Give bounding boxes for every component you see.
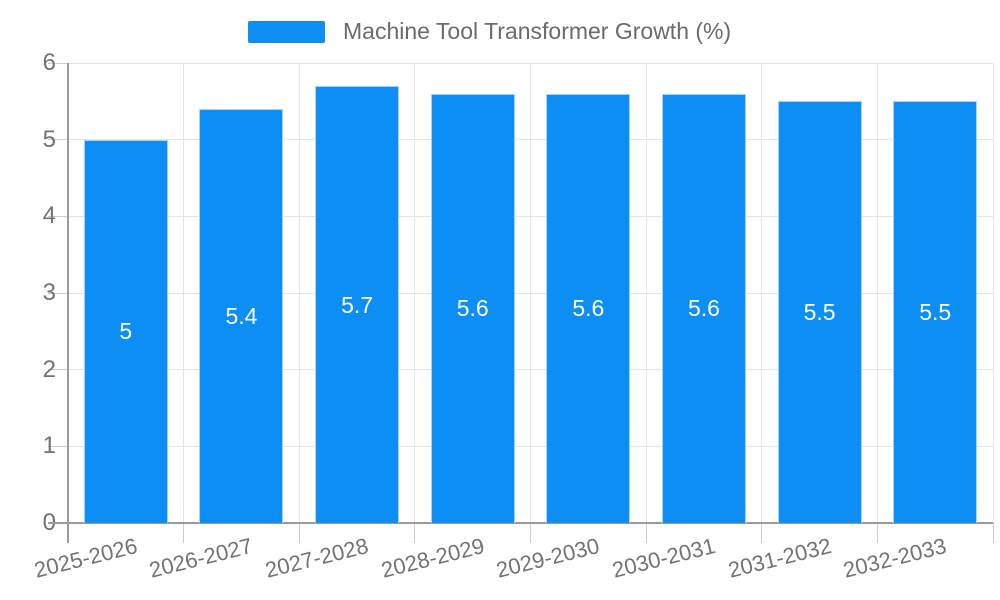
x-axis-line — [48, 522, 993, 524]
x-tickmark — [761, 523, 763, 543]
bar-value-label: 5.6 — [456, 295, 489, 322]
x-gridline — [992, 63, 994, 523]
legend-item[interactable]: Machine Tool Transformer Growth (%) — [248, 18, 731, 45]
legend-swatch-icon — [248, 20, 325, 43]
x-gridline — [414, 63, 416, 523]
y-axis-tick-label: 2 — [42, 355, 56, 383]
y-tickmark — [48, 62, 68, 64]
bar-value-label: 5.6 — [687, 295, 720, 322]
bar[interactable] — [661, 93, 746, 523]
y-tickmark — [48, 445, 68, 447]
bar-value-label: 5.4 — [225, 303, 258, 329]
x-gridline — [530, 63, 531, 523]
bar-value-label: 5.5 — [803, 299, 836, 326]
bar-value-label: 5.6 — [572, 295, 605, 322]
x-tickmark — [530, 523, 531, 543]
legend-label: Machine Tool Transformer Growth (%) — [343, 18, 732, 44]
x-tickmark — [645, 523, 647, 543]
bar[interactable] — [777, 101, 862, 523]
x-gridline — [645, 63, 647, 523]
bar-value-label: 5 — [119, 318, 133, 345]
y-tickmark — [48, 292, 68, 294]
x-tickmark — [414, 523, 416, 543]
y-axis-tick-label: 6 — [42, 49, 56, 76]
bar[interactable] — [199, 109, 284, 523]
bar[interactable] — [430, 93, 515, 523]
bar[interactable] — [315, 86, 400, 523]
y-axis-tick-label: 3 — [42, 279, 56, 306]
x-gridline — [298, 63, 300, 523]
x-gridline — [761, 63, 763, 523]
y-tickmark — [48, 139, 68, 141]
y-tickmark — [48, 215, 68, 217]
x-tickmark — [298, 523, 300, 543]
bar-value-label: 5.5 — [919, 299, 952, 326]
bar[interactable] — [83, 139, 168, 523]
x-gridline — [876, 63, 878, 523]
y-axis-tick-label: 4 — [42, 202, 56, 230]
x-tickmark — [183, 523, 185, 543]
x-gridline — [183, 63, 185, 523]
y-axis-tick-label: 5 — [42, 125, 56, 153]
bar-value-label: 5.7 — [341, 291, 374, 318]
bar[interactable] — [546, 93, 631, 523]
y-tickmark — [48, 369, 68, 371]
y-axis-line — [67, 63, 69, 543]
x-tickmark — [876, 523, 878, 543]
x-tickmark — [992, 523, 994, 543]
y-axis-tick-label: 1 — [42, 432, 56, 460]
bar[interactable] — [893, 101, 978, 523]
